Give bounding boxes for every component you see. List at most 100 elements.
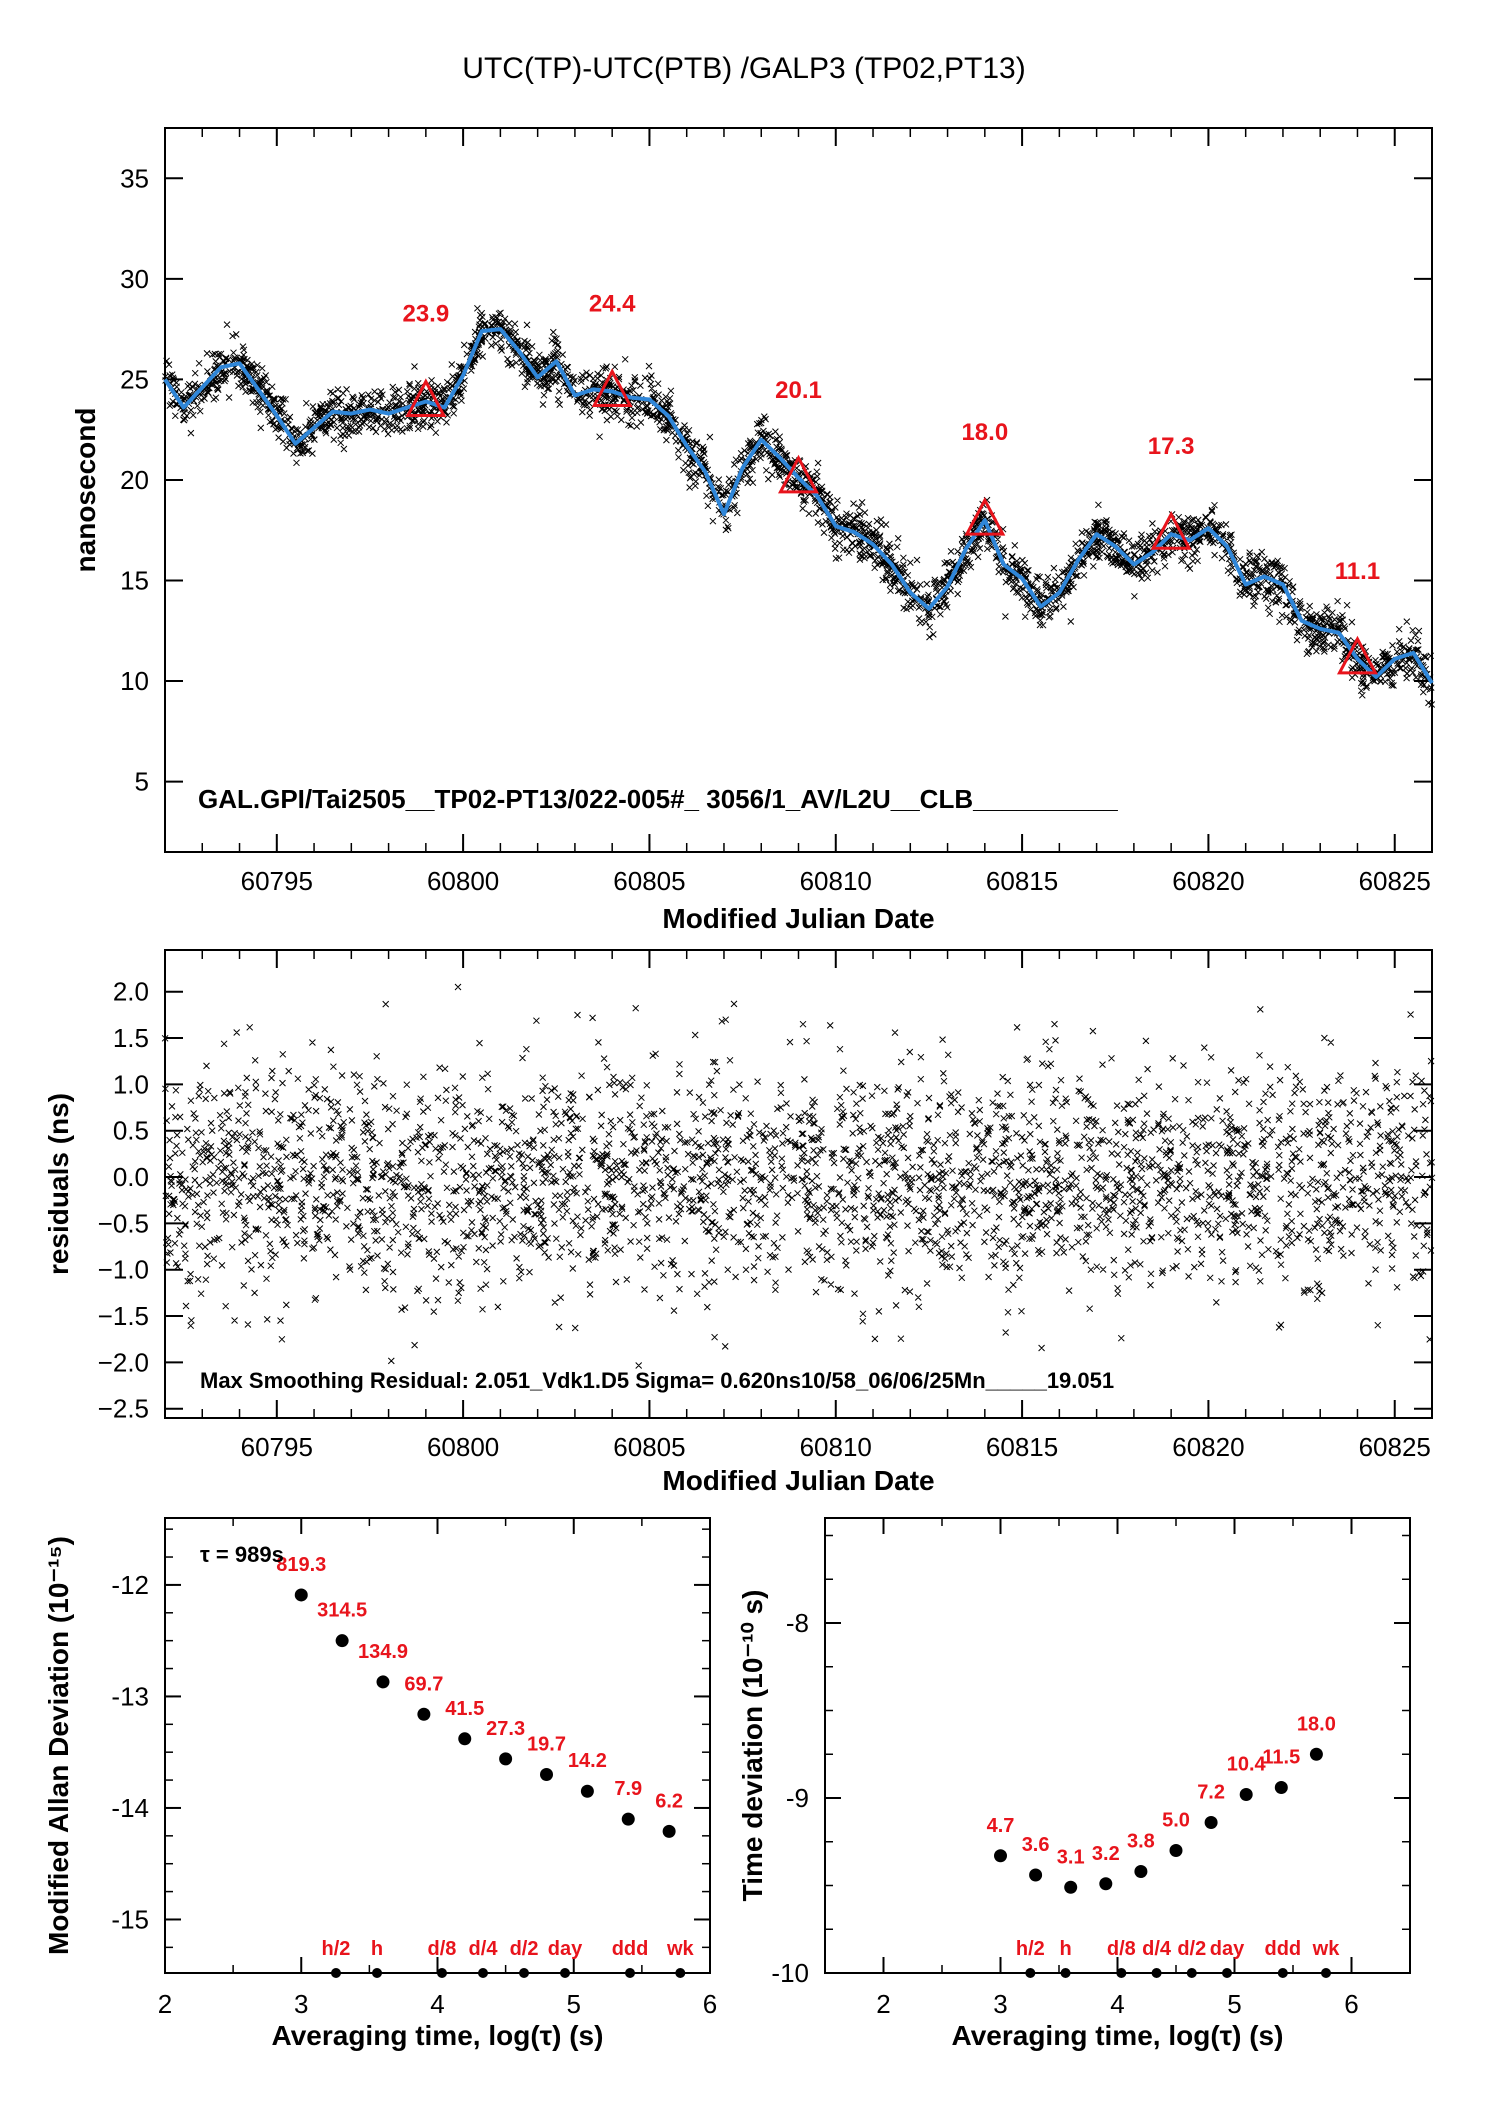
- point-label: 4.7: [987, 1815, 1015, 1837]
- x-tick-label: 6: [703, 1989, 717, 2019]
- interval-label: wk: [1312, 1938, 1341, 1960]
- interval-marker: [436, 1968, 447, 1978]
- interval-label: d/8: [428, 1938, 457, 1960]
- point-label: 819.3: [276, 1554, 326, 1576]
- x-tick-label: 4: [1110, 1989, 1124, 2019]
- y-tick-label: 0.0: [113, 1162, 149, 1192]
- interval-marker: [478, 1968, 489, 1978]
- residuals-panel: 60795 60800 60805 60810 60815 60820 60825 2.0 1.…: [43, 949, 1436, 1496]
- interval-marker: [330, 1968, 341, 1978]
- marker-label: 18.0: [961, 419, 1008, 446]
- y-axis-label: Time deviation (10⁻¹⁰ s): [737, 1590, 768, 1902]
- interval-marker: [625, 1968, 636, 1978]
- point-label: 3.2: [1092, 1843, 1120, 1865]
- y-tick-label: 2.0: [113, 977, 149, 1007]
- marker-label: 20.1: [775, 377, 822, 404]
- point-label: 27.3: [486, 1718, 525, 1740]
- x-tick-label: 60805: [613, 866, 685, 896]
- deviation-point: [1239, 1788, 1253, 1801]
- time-difference-panel: 60795 60800 60805 60810 60815 60820 60825 5 10 15…: [70, 127, 1436, 934]
- y-tick-label: 1.0: [113, 1069, 149, 1099]
- interval-marker: [560, 1968, 571, 1978]
- plot-frame: [164, 1517, 711, 1974]
- deviation-point: [662, 1824, 676, 1838]
- chart-title: UTC(TP)-UTC(PTB) /GALP3 (TP02,PT13): [462, 52, 1025, 85]
- residual-annotation: Max Smoothing Residual: 2.051_Vdk1.D5 Si…: [200, 1368, 1114, 1393]
- interval-label: d/8: [1107, 1938, 1136, 1960]
- x-tick-label: 60800: [427, 1432, 499, 1462]
- deviation-point: [580, 1784, 594, 1798]
- x-tick-label: 60815: [986, 1432, 1058, 1462]
- y-tick-label: 5: [135, 767, 149, 797]
- deviation-point: [458, 1732, 472, 1746]
- y-tick-label: 0.5: [113, 1116, 149, 1146]
- interval-label: ddd: [612, 1938, 649, 1960]
- x-axis-label: Averaging time, log(τ) (s): [272, 2020, 604, 2051]
- y-tick-label: 20: [120, 465, 149, 495]
- x-tick-label: 60795: [241, 866, 313, 896]
- interval-marker: [1060, 1968, 1071, 1978]
- y-tick-label: −2.0: [98, 1347, 149, 1377]
- x-axis-label: Modified Julian Date: [662, 903, 934, 934]
- tau-note: τ = 989s: [200, 1542, 284, 1567]
- deviation-point: [294, 1588, 308, 1602]
- interval-marker: [1277, 1968, 1288, 1978]
- y-tick-label: 15: [120, 566, 149, 596]
- plot-frame: [164, 949, 1433, 1419]
- deviation-point: [1169, 1844, 1183, 1857]
- x-tick-label: 60815: [986, 866, 1058, 896]
- x-tick-label: 60810: [800, 866, 872, 896]
- triangle-marker: [778, 454, 819, 494]
- interval-label: d/4: [469, 1938, 499, 1960]
- deviation-point: [335, 1634, 349, 1648]
- y-tick-label: 10: [120, 666, 149, 696]
- interval-label: h: [1059, 1938, 1071, 1960]
- y-tick-label: −1.0: [98, 1255, 149, 1285]
- deviation-point: [994, 1849, 1007, 1863]
- point-label: 10.4: [1227, 1754, 1267, 1776]
- interval-label: day: [548, 1938, 583, 1960]
- y-tick-label: 25: [120, 364, 149, 394]
- x-axis-label: Modified Julian Date: [662, 1465, 934, 1496]
- y-tick-label: -12: [111, 1570, 149, 1600]
- smoothed-curve: [163, 327, 1434, 685]
- deviation-point: [621, 1812, 635, 1826]
- measurement-points: [162, 304, 1436, 708]
- point-label: 19.7: [527, 1733, 566, 1755]
- interval-label: d/4: [1142, 1938, 1172, 1960]
- x-tick-label: 60810: [800, 1432, 872, 1462]
- point-label: 3.8: [1127, 1831, 1155, 1853]
- interval-marker: [1222, 1968, 1233, 1978]
- residual-points: [161, 983, 1436, 1369]
- point-label: 6.2: [655, 1790, 683, 1812]
- interval-label: h/2: [1016, 1938, 1045, 1960]
- time-deviation-panel: 2 3 4 5 6 -8 -9 -10 Averaging time, log(τ) (s) Ti…: [737, 1517, 1411, 2051]
- deviation-point: [1204, 1816, 1218, 1829]
- interval-marker: [1025, 1968, 1036, 1978]
- x-tick-label: 60800: [427, 866, 499, 896]
- y-tick-label: -14: [111, 1793, 149, 1823]
- plot-frame: [824, 1517, 1411, 1974]
- marker-label: 23.9: [402, 301, 449, 328]
- x-tick-label: 60820: [1172, 1432, 1244, 1462]
- interval-marker: [1320, 1968, 1331, 1978]
- point-label: 3.1: [1057, 1846, 1085, 1868]
- deviation-point: [1274, 1781, 1288, 1794]
- point-label: 69.7: [404, 1673, 443, 1695]
- deviation-point: [1134, 1865, 1148, 1878]
- y-tick-label: 30: [120, 264, 149, 294]
- interval-marker: [675, 1968, 686, 1978]
- deviation-point: [376, 1675, 390, 1689]
- interval-label: wk: [666, 1938, 695, 1960]
- y-tick-label: 1.5: [113, 1023, 149, 1053]
- marker-label: 11.1: [1335, 558, 1380, 585]
- interval-label: day: [1210, 1938, 1245, 1960]
- marker-label: 17.3: [1148, 433, 1195, 460]
- x-tick-label: 2: [158, 1989, 172, 2019]
- triangle-marker: [405, 378, 447, 418]
- run-annotation: GAL.GPI/Tai2505__TP02-PT13/022-005#_ 305…: [198, 784, 1118, 814]
- x-tick-label: 6: [1344, 1989, 1358, 2019]
- deviation-point: [1064, 1880, 1078, 1894]
- y-tick-label: -10: [771, 1958, 809, 1988]
